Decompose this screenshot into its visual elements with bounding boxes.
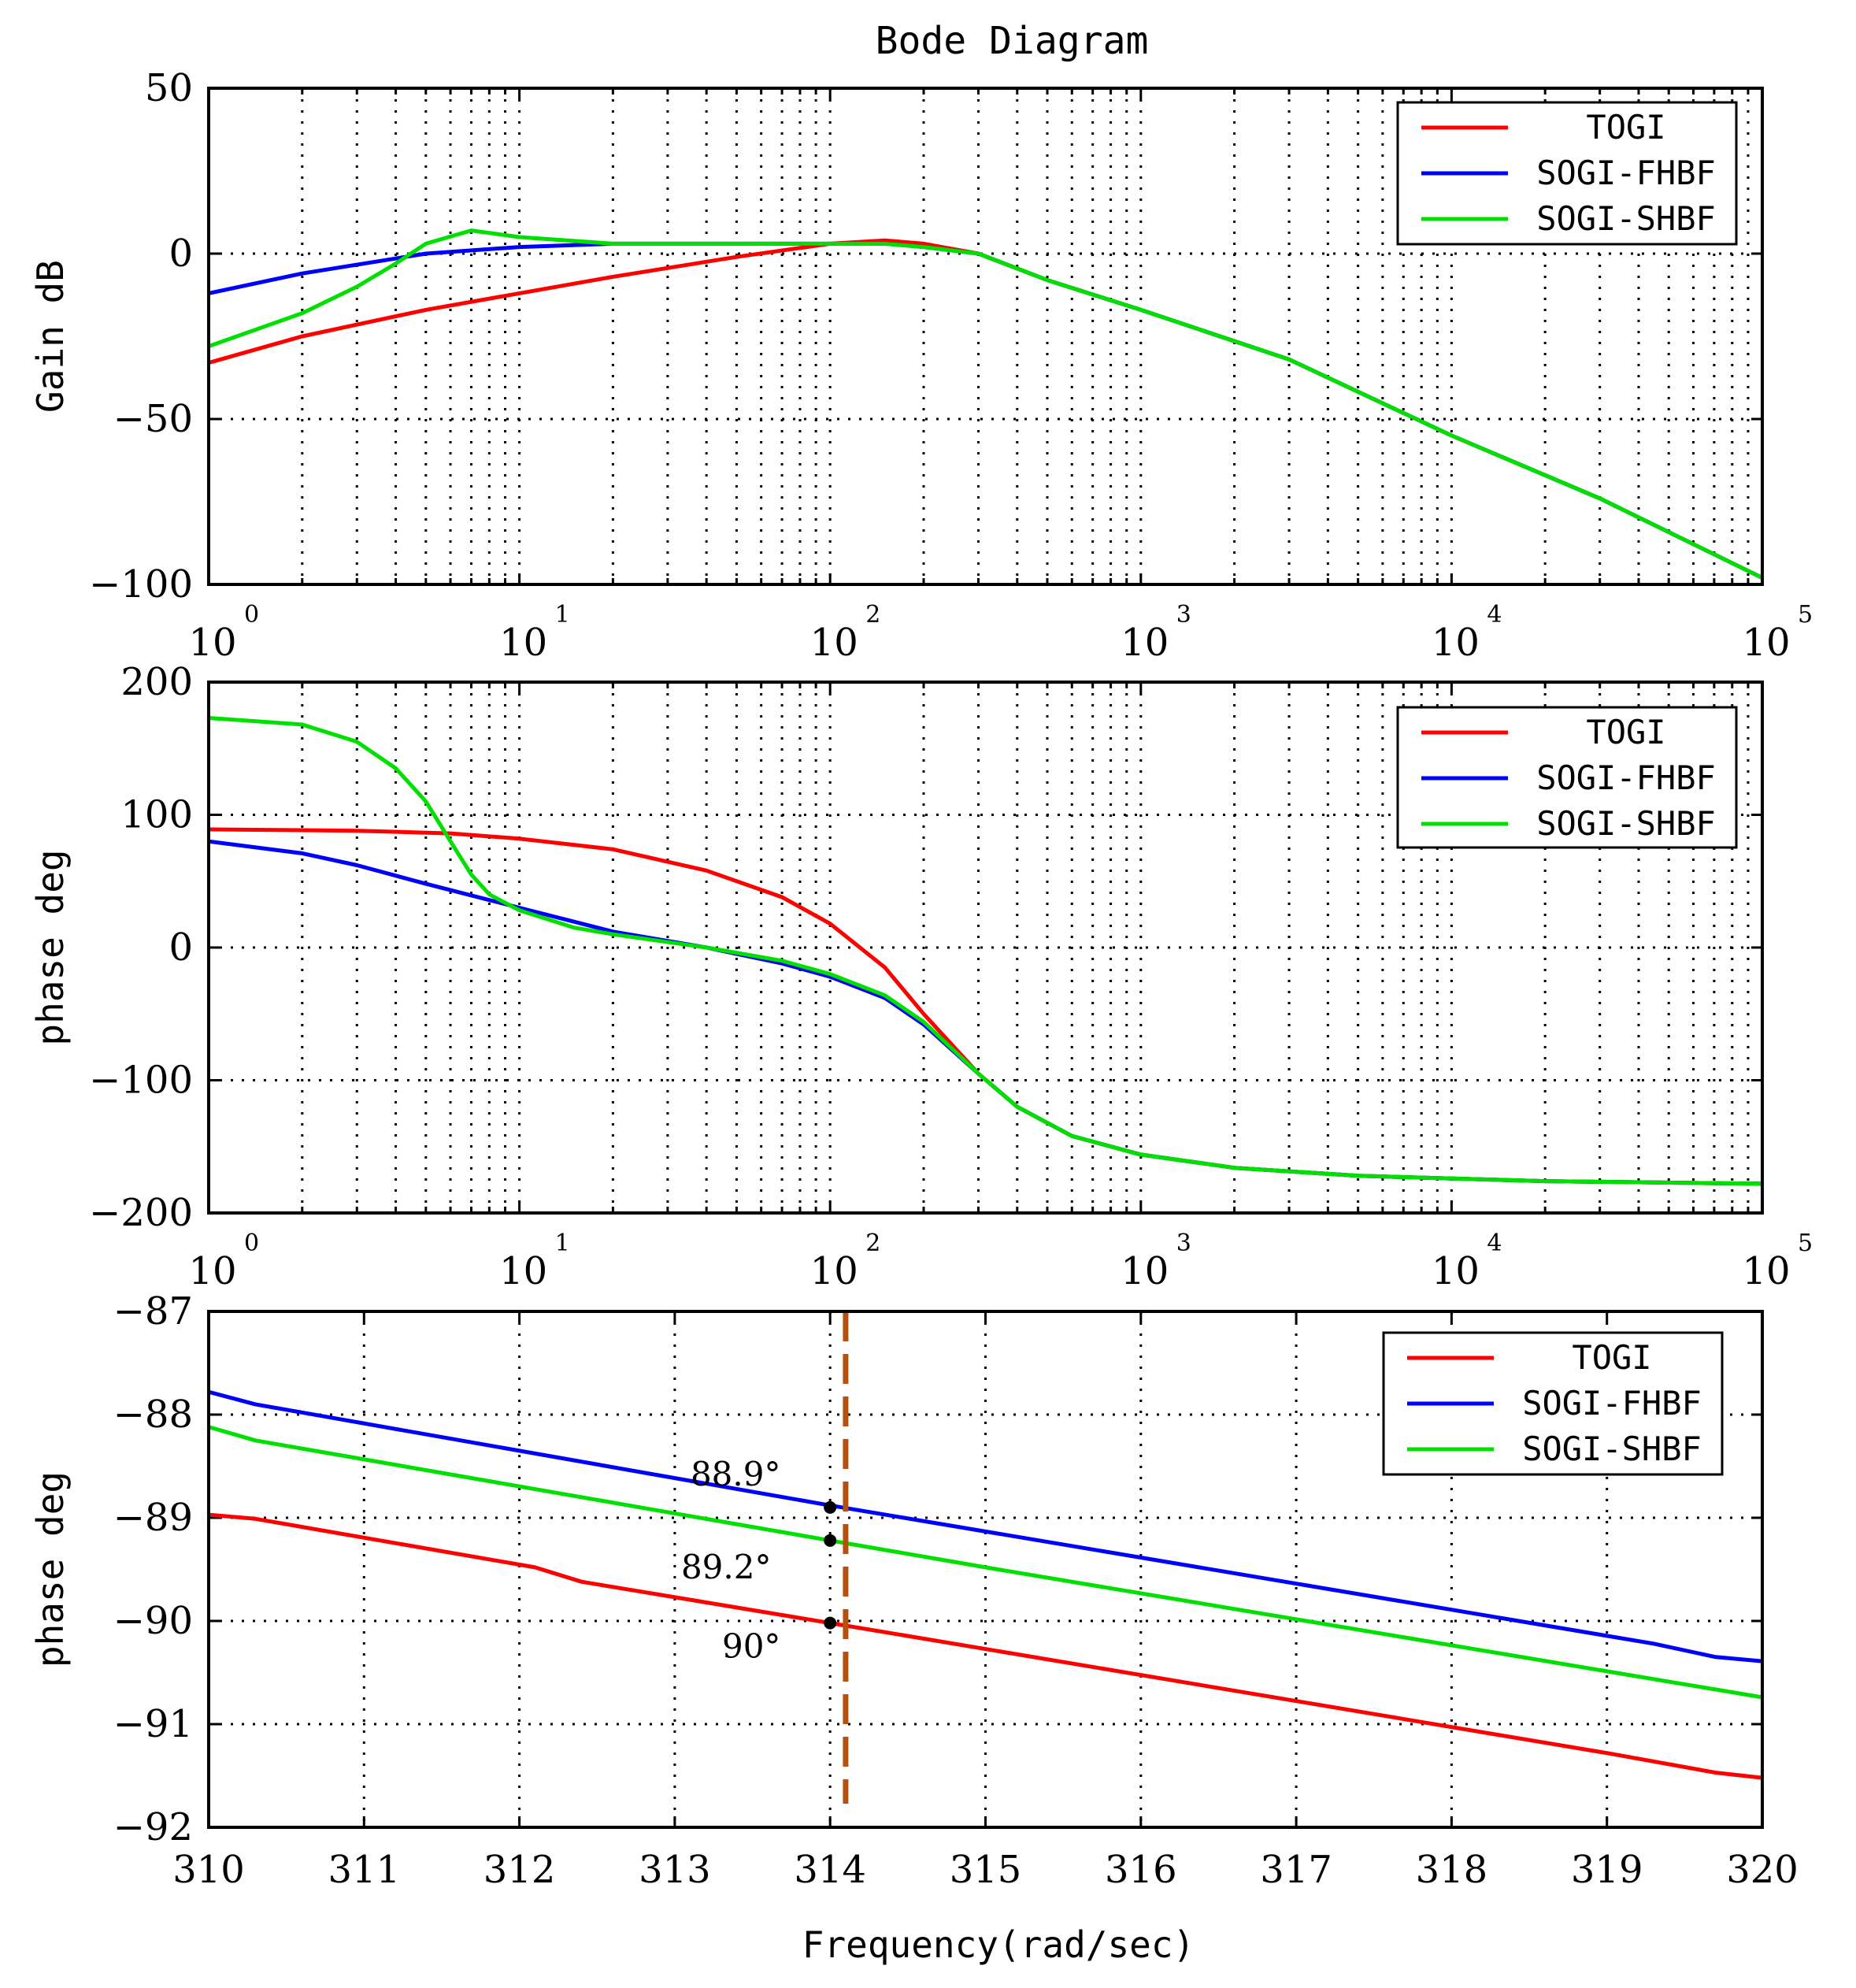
- series-line-sogi-shbf: [209, 716, 1762, 1186]
- x-tick-label: 317: [1260, 1848, 1332, 1892]
- series-line-togi: [209, 827, 1762, 1186]
- annotation-point: [824, 1534, 837, 1547]
- y-tick-label: −87: [113, 1289, 193, 1333]
- legend-label: TOGI: [1572, 1338, 1651, 1377]
- y-tick-label: −91: [113, 1702, 193, 1746]
- x-tick-label: 312: [483, 1848, 556, 1892]
- legend: TOGI SOGI-FHBF SOGI-SHBF: [1396, 101, 1738, 246]
- series-line-sogi-fhbf: [209, 839, 1762, 1186]
- x-tick-label: 10: [810, 621, 858, 665]
- y-tick-labels: 200 100 0 −100 −200: [89, 660, 193, 1235]
- y-axis-label: phase deg: [29, 1471, 72, 1667]
- series-line-sogi-fhbf: [209, 241, 1762, 580]
- y-tick-label: −100: [89, 1059, 193, 1103]
- y-tick-label: 0: [169, 232, 193, 276]
- annotation-point: [824, 1616, 837, 1630]
- figure-title: Bode Diagram: [876, 19, 1149, 63]
- x-tick-exponent: 0: [244, 601, 259, 629]
- series-line-togi: [209, 238, 1762, 580]
- x-tick-exponent: 4: [1487, 1230, 1502, 1257]
- x-tick-label: 318: [1416, 1848, 1488, 1892]
- legend-label: SOGI-SHBF: [1536, 199, 1716, 238]
- legend-label: SOGI-FHBF: [1522, 1384, 1702, 1422]
- x-tick-labels: 310 311 312 313 314 315 316 317 318 319 320: [172, 1848, 1799, 1892]
- y-tick-label: −92: [113, 1805, 193, 1849]
- x-tick-label: 310: [172, 1848, 245, 1892]
- x-tick-exponent: 5: [1798, 1230, 1813, 1257]
- legend-label: TOGI: [1586, 108, 1665, 147]
- x-tick-label: 315: [950, 1848, 1022, 1892]
- series-line-sogi-fhbf: [209, 1389, 1762, 1663]
- x-tick-exponent: 5: [1798, 601, 1813, 629]
- y-tick-label: −50: [113, 397, 193, 441]
- x-tick-label: 10: [1742, 621, 1790, 665]
- x-tick-label: 10: [1742, 1249, 1790, 1293]
- y-tick-label: 200: [120, 660, 193, 704]
- x-tick-exponent: 3: [1176, 1230, 1191, 1257]
- y-tick-label: −100: [89, 562, 193, 606]
- series-line-sogi-shbf: [209, 228, 1762, 580]
- x-tick-exponent: 2: [865, 601, 880, 629]
- y-tick-label: 0: [169, 925, 193, 970]
- x-tick-label: 320: [1726, 1848, 1799, 1892]
- annotation-label: 89.2°: [681, 1548, 772, 1586]
- x-tick-exponent: 4: [1487, 601, 1502, 629]
- x-tick-exponent: 3: [1176, 601, 1191, 629]
- legend-label: SOGI-SHBF: [1522, 1430, 1702, 1468]
- axes-frame: [207, 87, 1764, 586]
- x-tick-label: 314: [794, 1848, 866, 1892]
- y-tick-labels: −87 −88 −89 −90 −91 −92: [113, 1289, 193, 1849]
- annotation-label: 90°: [722, 1627, 780, 1666]
- axes-frame: [207, 681, 1764, 1215]
- y-tick-label: −88: [113, 1393, 193, 1437]
- x-tick-label: 10: [188, 621, 236, 665]
- legend-label: SOGI-SHBF: [1536, 804, 1716, 843]
- x-axis-label: Frequency(rad/sec): [802, 1923, 1195, 1966]
- y-tick-labels: 50 0 −50 −100: [89, 66, 193, 606]
- legend: TOGI SOGI-FHBF SOGI-SHBF: [1396, 706, 1738, 849]
- y-tick-label: 100: [120, 793, 193, 837]
- x-tick-label: 10: [499, 1249, 547, 1293]
- x-tick-label: 10: [188, 1249, 236, 1293]
- y-axis-label: Gain dB: [29, 260, 72, 413]
- x-tick-exponent: 1: [555, 601, 570, 629]
- axes-frame: [207, 1310, 1764, 1829]
- legend-label: SOGI-FHBF: [1536, 154, 1716, 192]
- x-tick-label: 10: [810, 1249, 858, 1293]
- x-tick-label: 10: [499, 621, 547, 665]
- x-tick-label: 10: [1432, 1249, 1480, 1293]
- y-tick-label: 50: [145, 66, 193, 110]
- annotation-label: 88.9°: [691, 1455, 781, 1493]
- annotation-point: [824, 1500, 837, 1514]
- x-tick-exponent: 2: [865, 1230, 880, 1257]
- x-tick-label: 313: [639, 1848, 711, 1892]
- x-tick-label: 319: [1571, 1848, 1643, 1892]
- y-tick-label: −200: [89, 1191, 193, 1235]
- x-tick-label: 311: [328, 1848, 400, 1892]
- y-tick-label: −89: [113, 1496, 193, 1540]
- x-tick-labels: 10 0 10 1 10 2 10 3 10 4 10 5: [188, 1230, 1813, 1293]
- series-line-togi: [209, 1512, 1762, 1780]
- x-tick-exponent: 1: [555, 1230, 570, 1257]
- legend-label: TOGI: [1586, 713, 1665, 751]
- x-tick-label: 10: [1432, 621, 1480, 665]
- x-tick-label: 316: [1105, 1848, 1177, 1892]
- y-axis-label: phase deg: [29, 849, 72, 1045]
- x-tick-exponent: 0: [244, 1230, 259, 1257]
- x-tick-label: 10: [1121, 1249, 1169, 1293]
- legend: TOGI SOGI-FHBF SOGI-SHBF: [1382, 1331, 1724, 1476]
- y-tick-label: −90: [113, 1599, 193, 1643]
- x-tick-label: 10: [1121, 621, 1169, 665]
- legend-label: SOGI-FHBF: [1536, 758, 1716, 797]
